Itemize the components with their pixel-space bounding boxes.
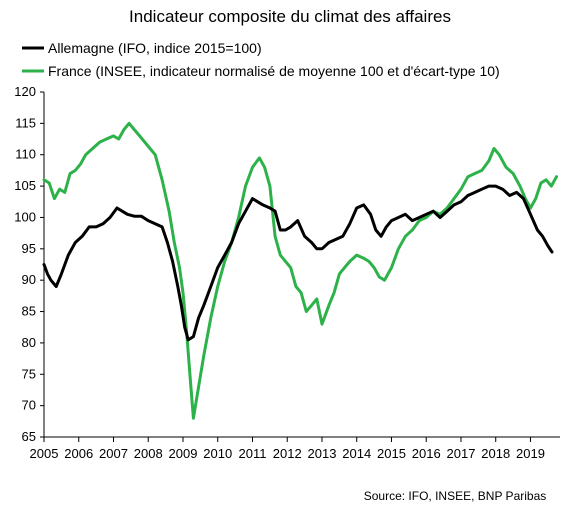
- x-tick-label: 2014: [342, 446, 371, 461]
- series-lines: [42, 121, 558, 420]
- legend: Allemagne (IFO, indice 2015=100) France …: [22, 40, 500, 79]
- x-tick-label: 2017: [447, 446, 476, 461]
- axes: [43, 92, 560, 438]
- legend-label-france: France (INSEE, indicateur normalisé de m…: [48, 63, 500, 79]
- series-line-allemagne: [42, 184, 554, 342]
- x-tick-label: 2015: [377, 446, 406, 461]
- x-tick-label: 2012: [273, 446, 302, 461]
- x-tick-label: 2006: [64, 446, 93, 461]
- x-tick-label: 2018: [481, 446, 510, 461]
- x-tick-label: 2013: [308, 446, 337, 461]
- y-tick-label: 100: [14, 209, 36, 224]
- y-tick-label: 70: [22, 398, 36, 413]
- y-tick-label: 90: [22, 272, 36, 287]
- x-ticks: 2005 2006 2007 2008 2009 2010 2011 2012 2013 2014…: [30, 437, 545, 461]
- y-tick-label: 80: [22, 335, 36, 350]
- source-note: Source: IFO, INSEE, BNP Paribas: [364, 489, 547, 503]
- x-tick-label: 2008: [134, 446, 163, 461]
- legend-label-allemagne: Allemagne (IFO, indice 2015=100): [48, 40, 262, 56]
- x-tick-label: 2011: [239, 446, 267, 461]
- y-tick-label: 75: [22, 366, 36, 381]
- y-tick-label: 120: [14, 84, 36, 99]
- y-ticks: 65 70 75 80 85 90 95 100 105 110 115 120: [14, 84, 44, 444]
- y-tick-label: 85: [22, 304, 36, 319]
- x-tick-label: 2010: [203, 446, 232, 461]
- x-tick-label: 2005: [30, 446, 59, 461]
- x-tick-label: 2019: [516, 446, 545, 461]
- x-tick-label: 2016: [412, 446, 441, 461]
- chart-title: Indicateur composite du climat des affai…: [129, 7, 451, 26]
- x-tick-label: 2009: [169, 446, 198, 461]
- y-tick-label: 115: [15, 115, 36, 130]
- y-tick-label: 105: [14, 178, 36, 193]
- y-tick-label: 95: [22, 241, 36, 256]
- series-line-france: [42, 121, 558, 420]
- x-tick-label: 2007: [99, 446, 128, 461]
- y-tick-label: 110: [15, 147, 36, 162]
- y-tick-label: 65: [22, 429, 36, 444]
